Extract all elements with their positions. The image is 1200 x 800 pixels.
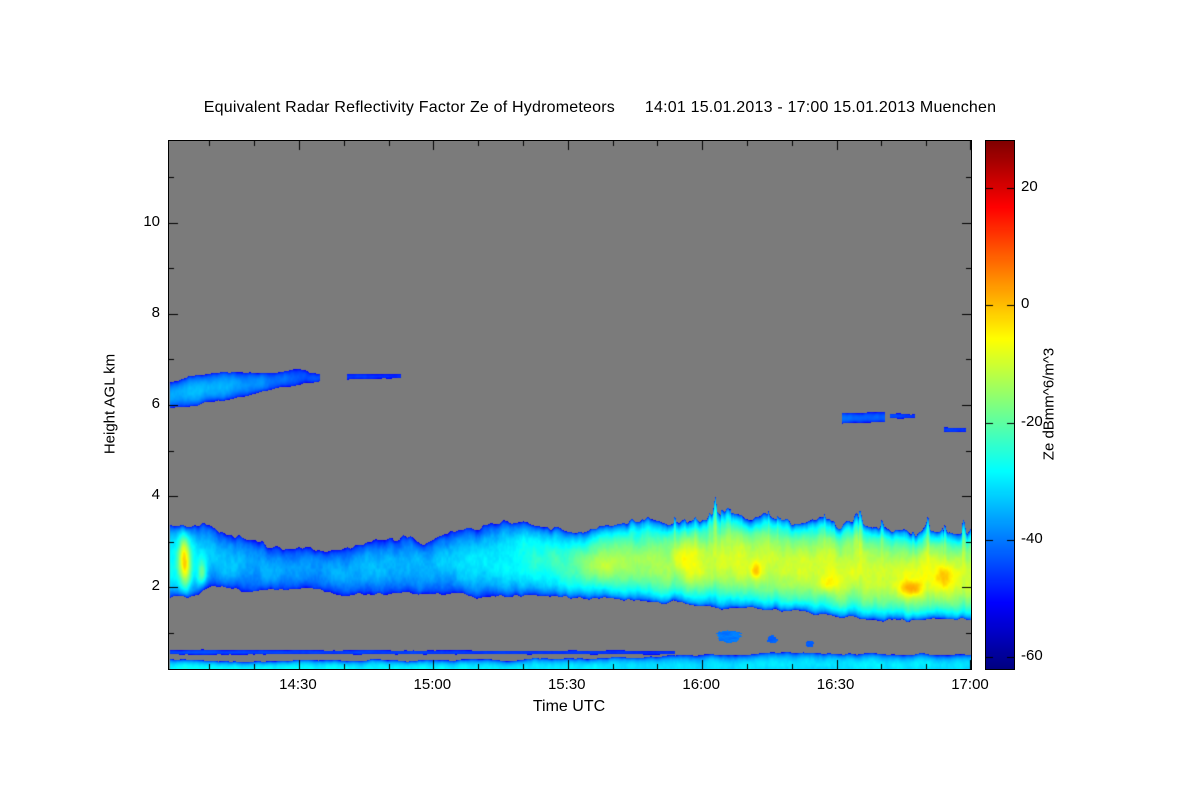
- colorbar-tick-label: -40: [1021, 529, 1043, 547]
- heatmap-canvas: [169, 141, 971, 669]
- x-tick-label: 16:00: [682, 676, 720, 693]
- x-tick-label: 16:30: [816, 676, 855, 693]
- plot-area: [168, 140, 972, 670]
- y-tick-label: 10: [143, 212, 160, 230]
- colorbar-label: Ze dBmm^6/m^3: [1040, 347, 1058, 461]
- x-tick-label: 14:30: [279, 676, 317, 693]
- y-tick-label: 6: [151, 395, 160, 412]
- colorbar: [985, 140, 1015, 670]
- y-tick-label: 4: [151, 486, 160, 504]
- y-tick-label: 8: [151, 303, 160, 321]
- y-tick-label: 2: [151, 577, 160, 595]
- colorbar-canvas: [986, 141, 1014, 669]
- colorbar-tick-label: -60: [1021, 647, 1043, 665]
- y-axis-label: Height AGL km: [101, 353, 119, 455]
- chart-title: Equivalent Radar Reflectivity Factor Ze …: [0, 99, 1200, 117]
- colorbar-tick-label: 0: [1021, 295, 1030, 313]
- x-tick-label: 15:30: [547, 676, 586, 693]
- chart-title-period: 14:01 15.01.2013 - 17:00 15.01.2013 Muen…: [644, 99, 997, 116]
- chart-title-text: Equivalent Radar Reflectivity Factor Ze …: [203, 99, 615, 116]
- colorbar-tick-label: -20: [1021, 412, 1043, 430]
- colorbar-tick-label: 20: [1021, 177, 1038, 195]
- x-tick-label: 17:00: [951, 676, 989, 693]
- x-axis-label: Time UTC: [532, 698, 606, 715]
- x-tick-label: 15:00: [413, 676, 452, 693]
